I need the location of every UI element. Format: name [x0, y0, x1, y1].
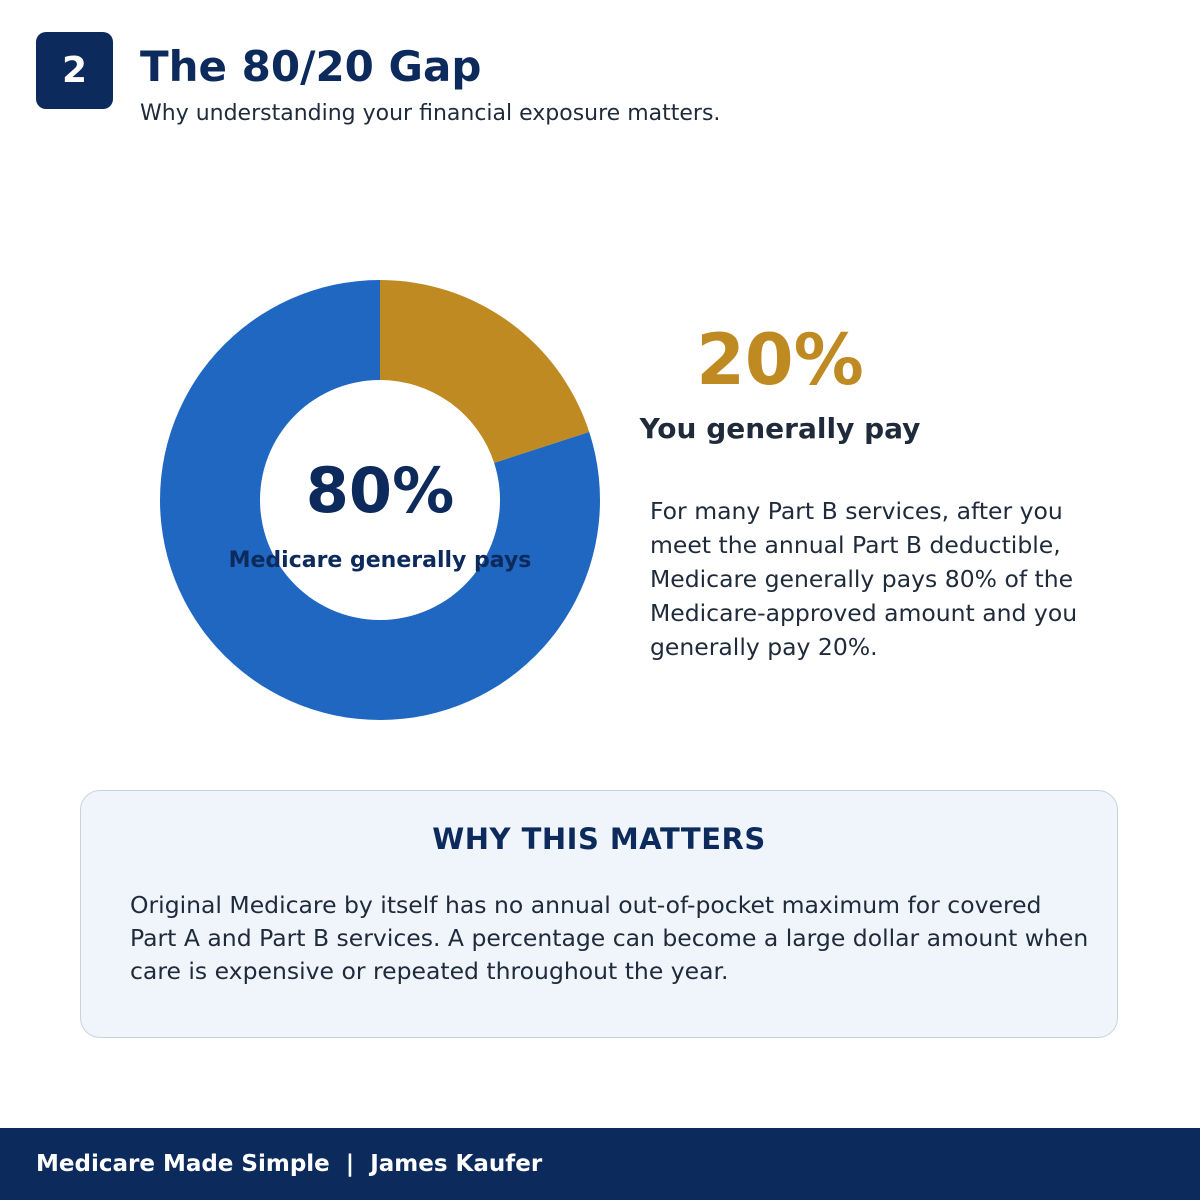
- why-this-matters-panel: WHY THIS MATTERS Original Medicare by it…: [80, 790, 1118, 1038]
- callout-description: For many Part B services, after you meet…: [650, 497, 1078, 661]
- step-number: 2: [61, 50, 88, 91]
- center-category-label: Medicare generally pays: [229, 548, 532, 573]
- why-this-matters-text: Original Medicare by itself has no annua…: [130, 891, 1089, 985]
- footer-bar: Medicare Made Simple | James Kaufer: [0, 1128, 1200, 1200]
- callout-label: You generally pay: [639, 412, 921, 445]
- center-value-label: 80%: [306, 454, 454, 527]
- footer-text: Medicare Made Simple | James Kaufer: [36, 1151, 543, 1177]
- donut-slice-you-pay: [380, 280, 590, 463]
- donut-chart: 80% Medicare generally pays: [159, 280, 600, 720]
- step-badge: 2: [36, 32, 113, 109]
- donut-slice-medicare-pays: [159, 280, 600, 720]
- why-this-matters-title: WHY THIS MATTERS: [432, 822, 766, 856]
- page-subtitle: Why understanding your financial exposur…: [140, 101, 721, 126]
- page-title: The 80/20 Gap: [140, 42, 482, 91]
- callout-percent: 20%: [696, 319, 864, 401]
